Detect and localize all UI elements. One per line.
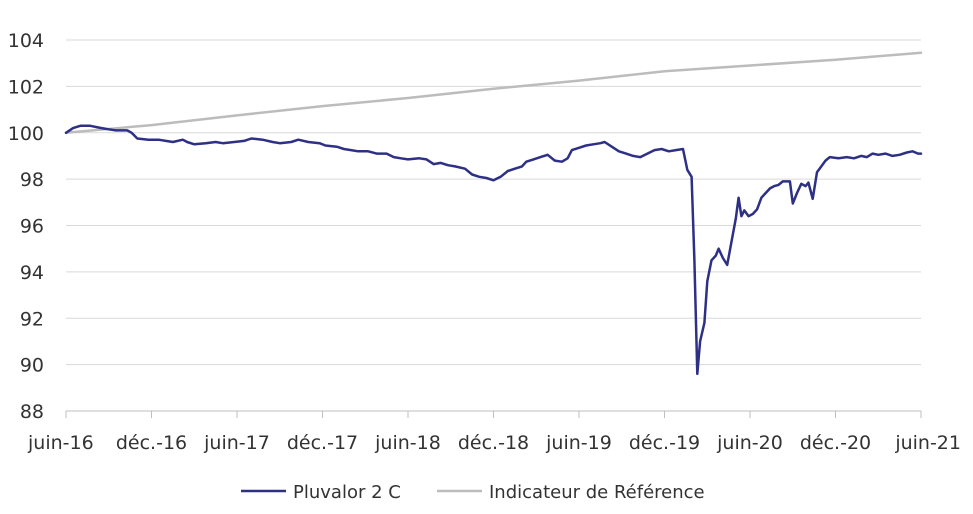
x-tick-label: juin-20 [716,432,783,454]
x-tick-labels: juin-16 déc.-16 juin-17 déc.-17 juin-18 déc.-… [27,432,961,454]
y-tick-label: 100 [8,123,44,145]
y-tick-label: 102 [8,76,44,98]
legend-label: Pluvalor 2 C [293,482,401,503]
x-tick-label: juin-17 [203,432,270,454]
x-tick-label: déc.-16 [116,432,187,454]
x-tick-label: déc.-18 [458,432,529,454]
y-tick-label: 98 [20,169,44,191]
series-line-1 [64,51,923,135]
legend: Pluvalor 2 C Indicateur de Référence [241,482,705,503]
y-tick-label: 104 [8,30,44,52]
y-tick-label: 92 [20,308,44,330]
series-layer [64,51,923,376]
y-tick-label: 90 [20,355,44,377]
x-tick-label: déc.-17 [287,432,358,454]
x-tick-label: juin-21 [894,432,961,454]
x-tick-label: juin-16 [27,432,94,454]
x-axis [65,410,922,418]
y-tick-label: 96 [20,216,44,238]
x-tick-label: déc.-20 [800,432,871,454]
y-tick-label: 94 [20,262,44,284]
y-tick-labels: 88 90 92 94 96 98 100 102 104 [8,30,44,423]
x-tick-label: juin-18 [374,432,441,454]
series-line-0 [64,124,923,376]
y-tick-label: 88 [20,401,44,423]
x-tick-label: juin-19 [545,432,612,454]
x-tick-label: déc.-19 [629,432,700,454]
legend-label: Indicateur de Référence [489,482,705,503]
